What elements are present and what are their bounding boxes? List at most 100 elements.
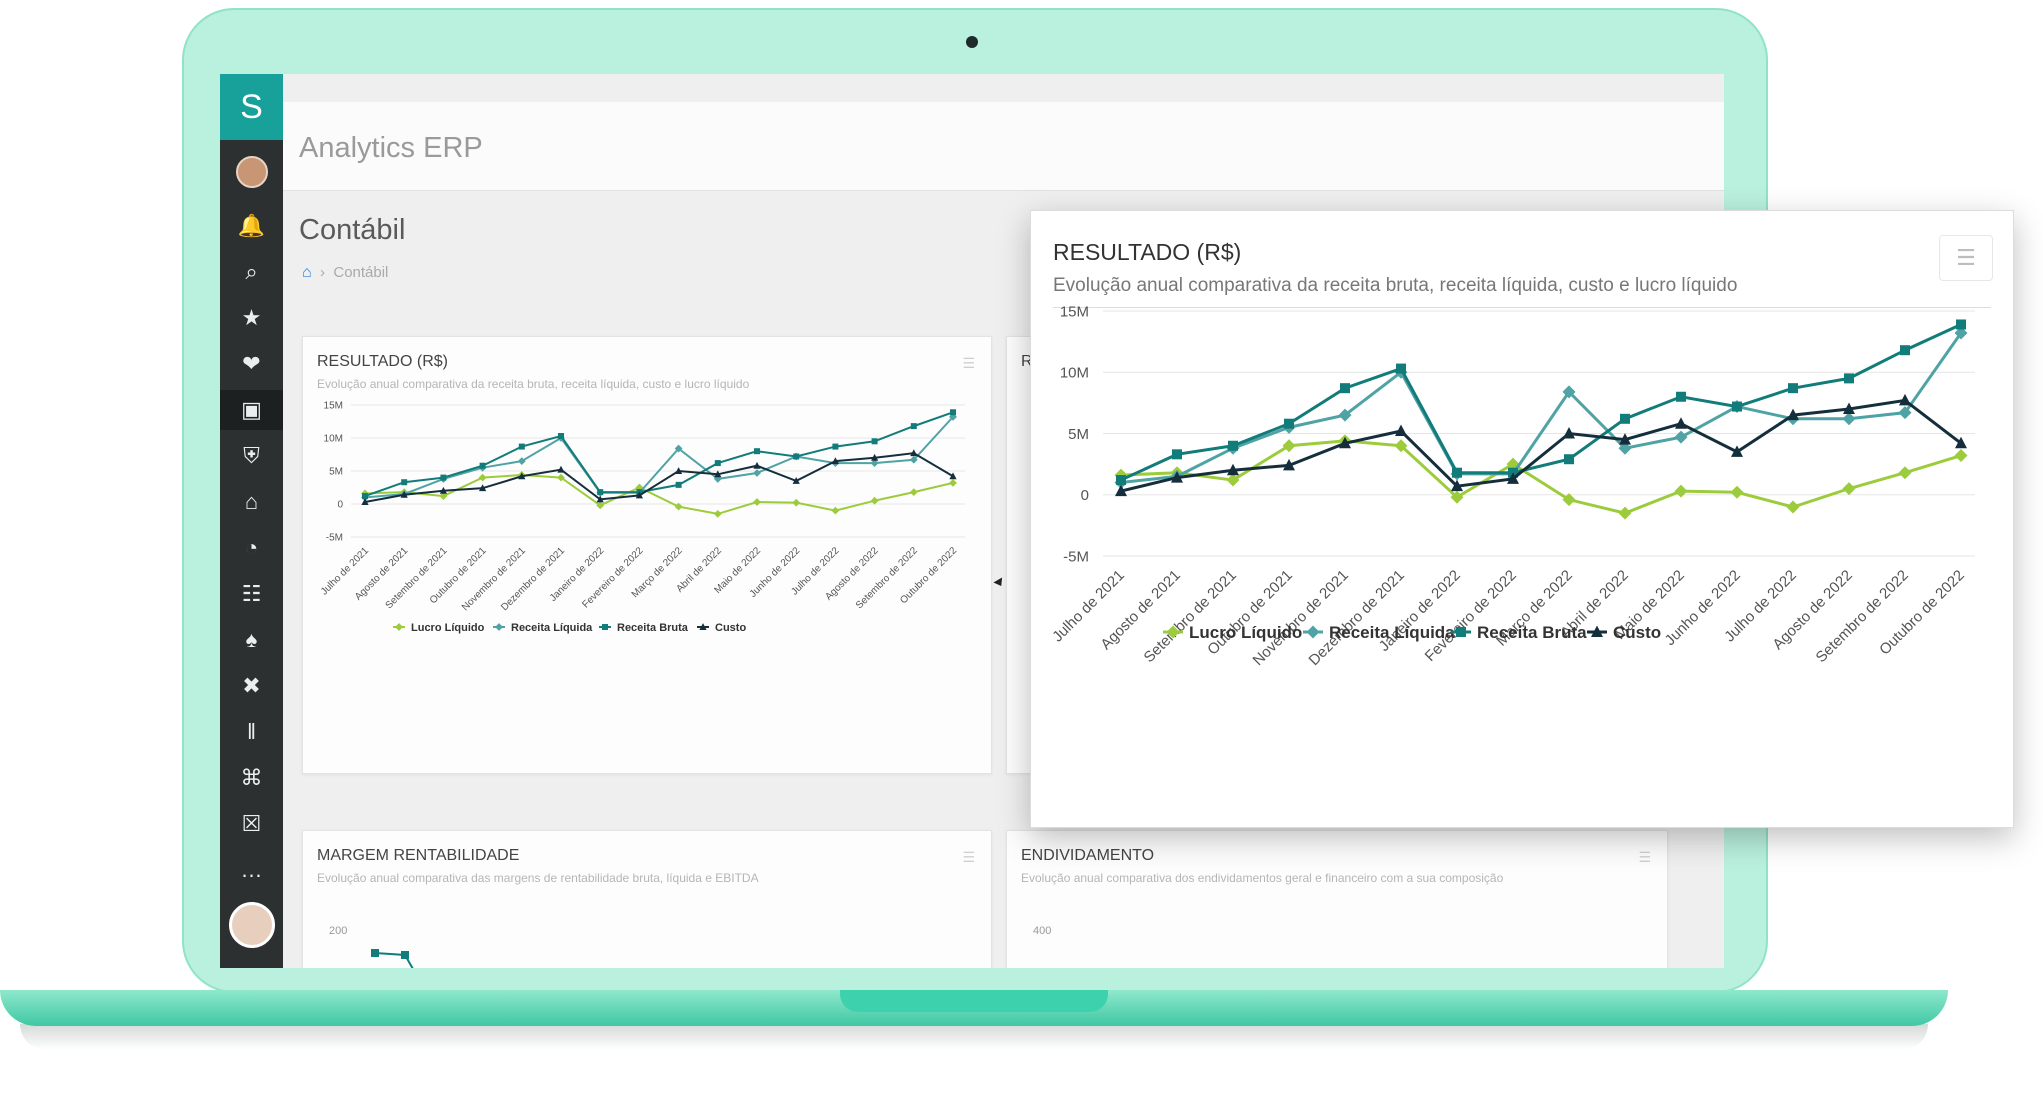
legend-marker [495, 623, 503, 631]
x-tick-label: Novembro de 2021 [1250, 567, 1352, 669]
data-point [1956, 319, 1966, 330]
data-point [518, 472, 526, 480]
data-point [400, 490, 408, 498]
data-point [596, 501, 605, 510]
data-point [596, 495, 604, 503]
data-point [1955, 436, 1967, 449]
legend-label[interactable]: Lucro Líquido [411, 622, 485, 634]
tools-icon[interactable]: ✖ [242, 673, 261, 698]
more-icon[interactable]: … [240, 857, 263, 882]
user-avatar-small[interactable] [236, 156, 268, 188]
data-point [909, 488, 918, 497]
legend-label[interactable]: Lucro Líquido [1189, 623, 1302, 642]
series-line [1120, 332, 1963, 484]
card-menu-icon[interactable]: ☰ [1638, 849, 1651, 865]
logo[interactable]: S [220, 74, 283, 140]
data-point [1900, 345, 1910, 356]
laptop-base-shadow [20, 1024, 1928, 1050]
home-icon[interactable]: ⌂ [302, 264, 312, 281]
data-point [909, 455, 918, 464]
y-tick-label: 5M [329, 467, 343, 478]
data-point [1394, 439, 1408, 453]
data-point [832, 443, 839, 450]
star-icon[interactable]: ★ [241, 305, 262, 330]
series-line [1120, 323, 1962, 482]
handshake-icon[interactable]: ❤ [242, 351, 261, 376]
margem-chart-fragment [371, 949, 414, 968]
data-point [1396, 363, 1406, 374]
data-point [1674, 484, 1688, 498]
data-point [1842, 412, 1856, 426]
data-point [1898, 406, 1912, 420]
data-point [675, 467, 683, 474]
y-tick-label: 10M [324, 434, 343, 445]
second-card-title: R [1021, 353, 1033, 370]
data-point [753, 498, 761, 506]
cart-icon[interactable]: ⌘ [240, 765, 263, 790]
popup-subtitle: Evolução anual comparativa da receita br… [1053, 275, 1738, 296]
margem-card: MARGEM RENTABILIDADE Evolução anual comp… [302, 830, 992, 968]
chart-menu-icon[interactable]: ☰ [1939, 235, 1993, 281]
data-point [517, 457, 526, 465]
y-tick-label: 15M [324, 401, 343, 412]
legend-marker [699, 623, 707, 630]
data-point [1787, 408, 1799, 421]
data-point [1844, 373, 1854, 384]
data-point [1452, 467, 1462, 478]
data-point [1171, 471, 1183, 483]
user-avatar[interactable] [229, 902, 275, 948]
data-point [1619, 433, 1631, 445]
margem-ytick: 200 [329, 925, 348, 937]
legend-label[interactable]: Receita Bruta [617, 622, 689, 634]
data-point [674, 444, 683, 453]
data-point [1340, 383, 1350, 394]
data-point [949, 472, 957, 480]
legend-label[interactable]: Receita Bruta [1477, 623, 1587, 642]
data-point [754, 448, 760, 455]
data-point [557, 473, 565, 482]
legend-label[interactable]: Custo [715, 622, 746, 634]
data-point [1954, 449, 1968, 463]
y-tick-label: -5M [326, 533, 343, 544]
lock-icon[interactable]: ☒ [241, 811, 262, 836]
series-line [1120, 439, 1962, 515]
data-point [1507, 472, 1519, 484]
data-point [1732, 401, 1742, 412]
legend-label[interactable]: Custo [1613, 623, 1661, 642]
data-point [949, 478, 957, 487]
data-point [1788, 383, 1798, 394]
pause-icon[interactable]: ‖ [246, 719, 257, 744]
card-menu-icon[interactable]: ☰ [962, 849, 975, 865]
data-point [1395, 424, 1407, 437]
search-icon[interactable]: ⌕ [245, 259, 258, 284]
shield-icon[interactable]: ⛨ [243, 443, 260, 468]
data-point [1564, 454, 1574, 465]
data-point [1899, 393, 1911, 406]
series-line [364, 416, 954, 499]
trophy-icon[interactable]: ♠ [245, 627, 258, 652]
data-point [439, 486, 447, 494]
x-tick-label: Setembro de 2021 [1141, 567, 1240, 666]
graduation-cap-icon[interactable]: ⌂ [244, 489, 259, 514]
data-point [1283, 458, 1295, 471]
data-point [713, 510, 722, 518]
data-point [1562, 493, 1576, 507]
legend-label[interactable]: Receita Líquida [1329, 623, 1455, 642]
org-chart-icon[interactable]: ☷ [241, 581, 262, 606]
data-point [440, 474, 447, 481]
data-point [1115, 484, 1127, 497]
gauge-icon[interactable]: ◔ [244, 535, 259, 560]
data-point [362, 493, 368, 500]
data-point [1339, 436, 1351, 449]
legend-label[interactable]: Receita Líquida [511, 622, 593, 634]
briefcase-icon[interactable]: ▣ [220, 390, 283, 430]
breadcrumb-separator-icon: › [315, 264, 330, 281]
data-point [1227, 463, 1239, 476]
card-menu-icon[interactable]: ☰ [962, 355, 975, 371]
legend-marker [1166, 625, 1180, 639]
data-point [792, 477, 800, 484]
bell-icon[interactable]: 🔔 [237, 213, 266, 238]
data-point [478, 473, 487, 482]
data-point [1786, 500, 1800, 514]
